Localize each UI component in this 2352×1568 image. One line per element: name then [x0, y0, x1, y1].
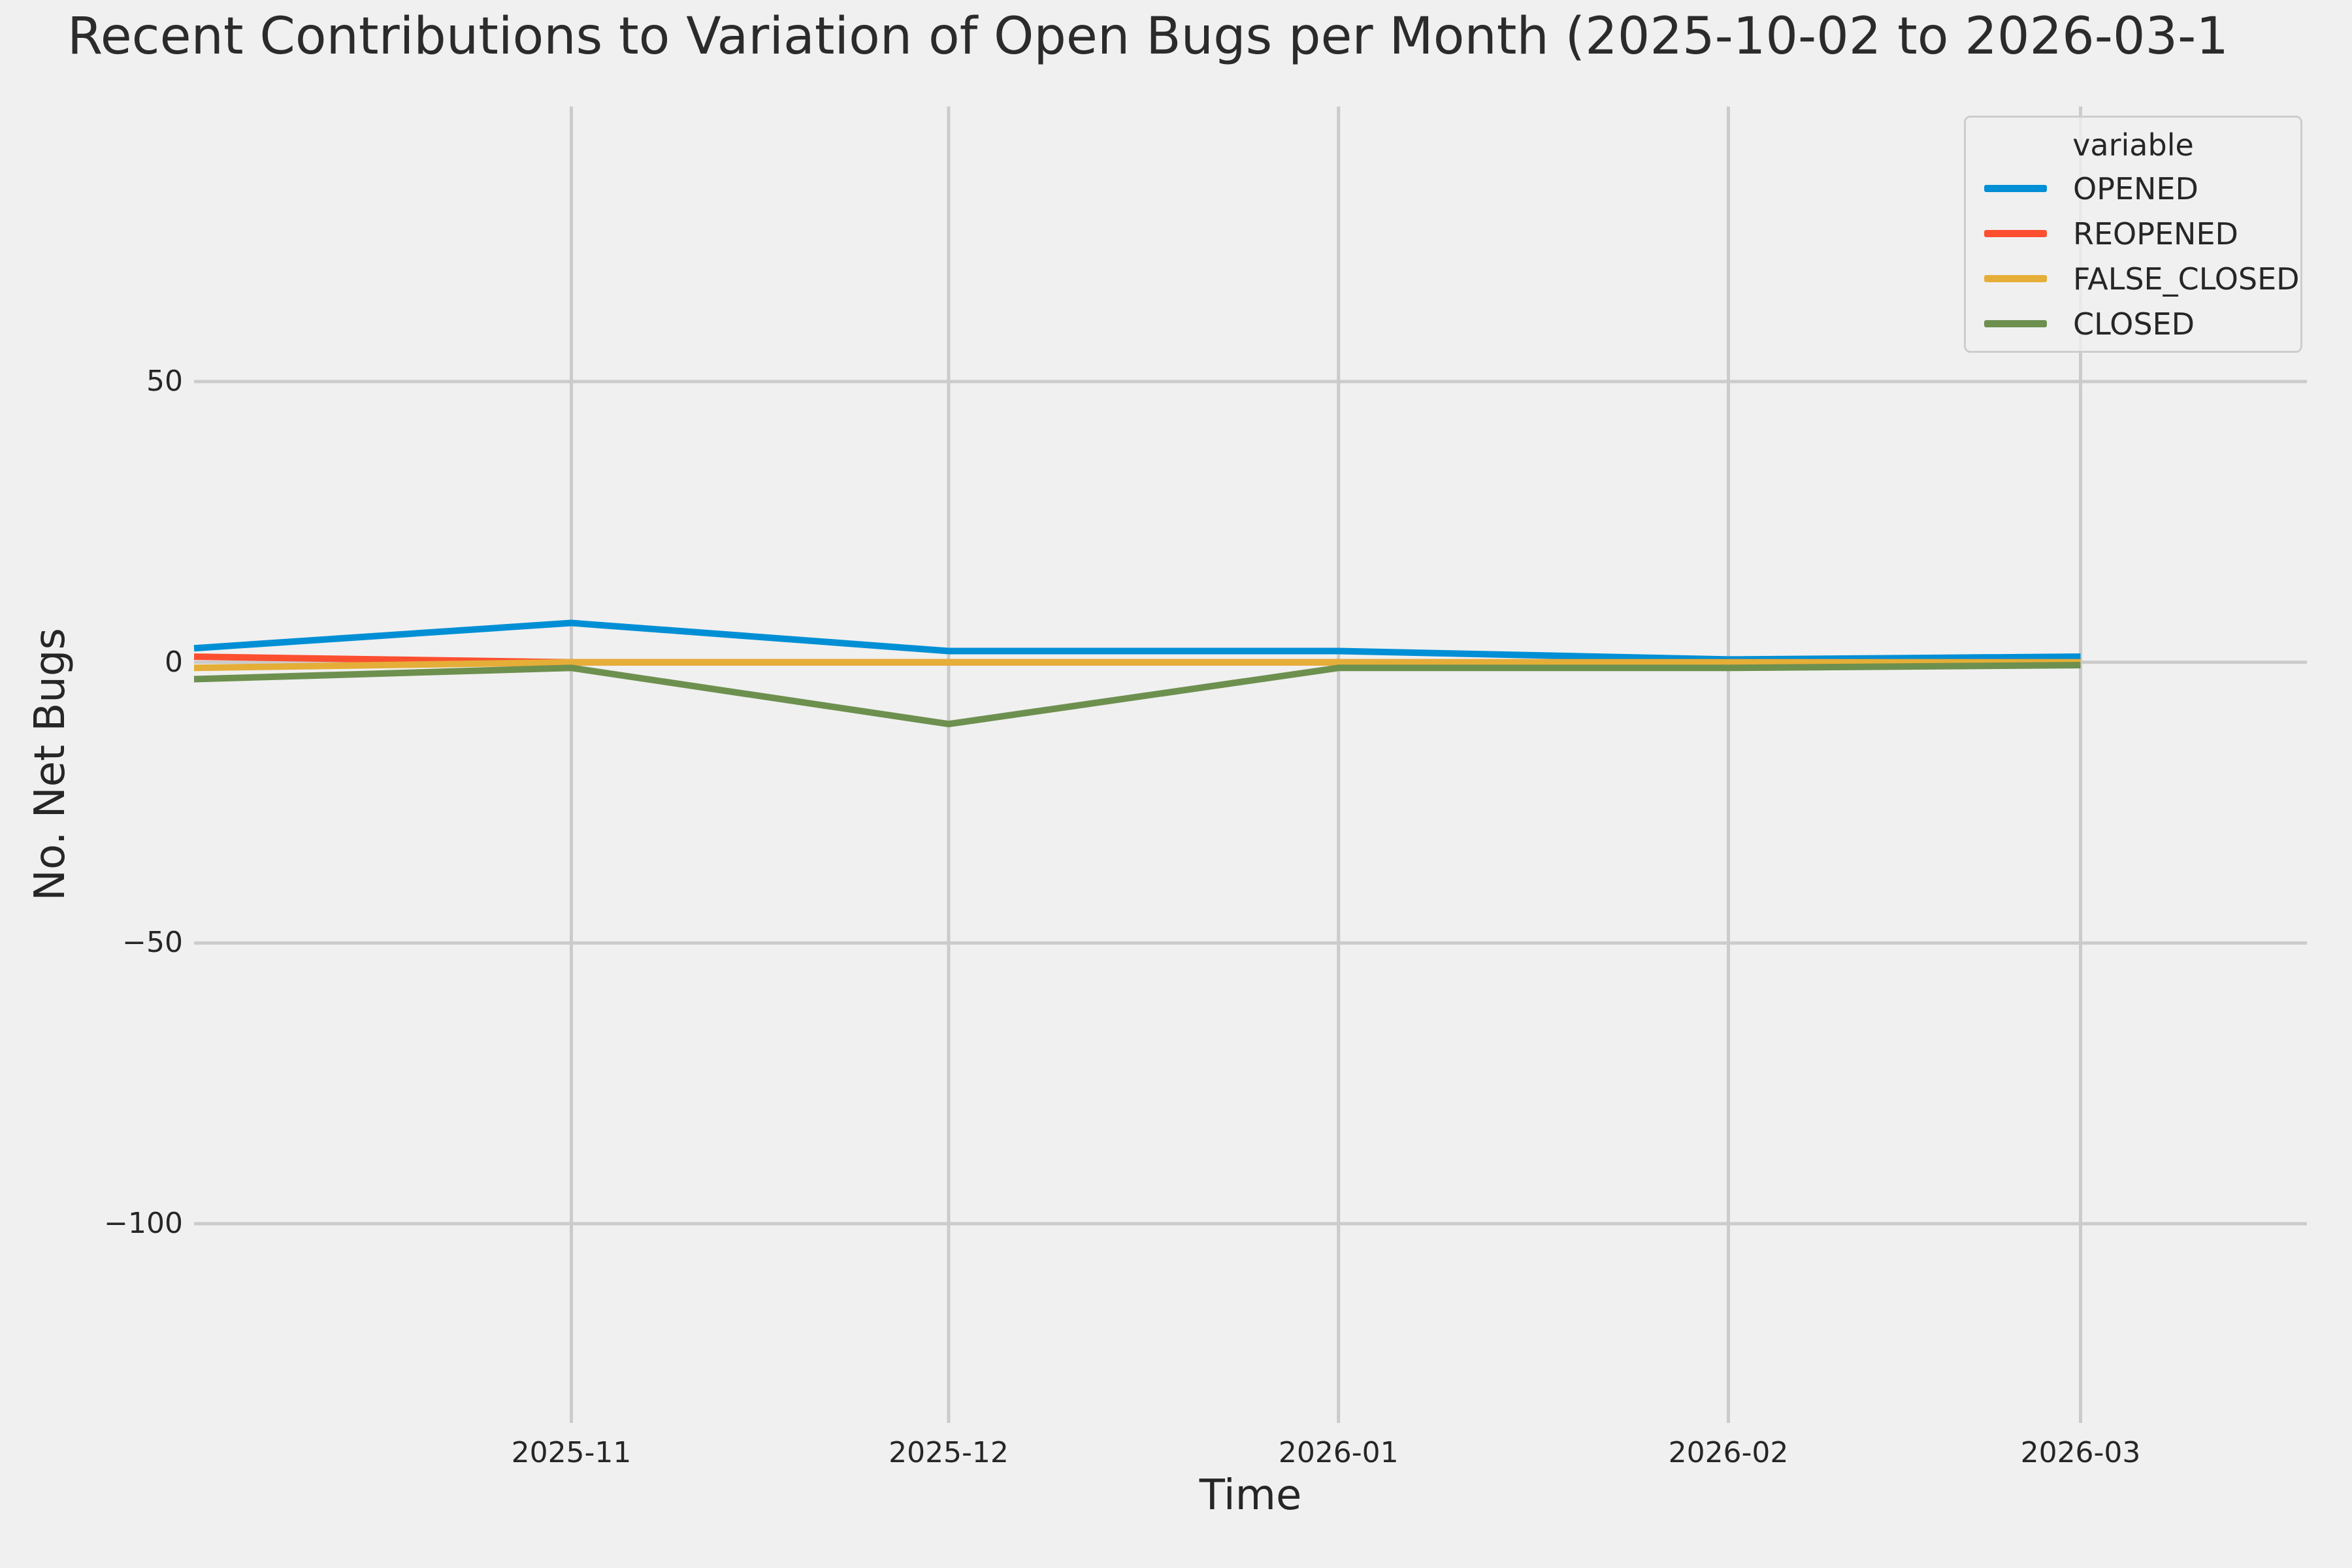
legend-item-label: REOPENED: [2073, 216, 2238, 252]
legend-item-reopened: REOPENED: [1966, 211, 2300, 256]
legend-item-label: FALSE_CLOSED: [2073, 261, 2300, 297]
y-tick-label: 0: [165, 645, 183, 679]
y-tick-label: −50: [122, 926, 183, 960]
legend-title: variable: [2072, 127, 2194, 163]
legend-item-closed: CLOSED: [1966, 301, 2300, 346]
legend-item-false_closed: FALSE_CLOSED: [1966, 256, 2300, 301]
legend: variable OPENED REOPENED FALSE_CLOSED CLOSE…: [1964, 116, 2302, 353]
y-tick-label: 50: [146, 365, 183, 399]
legend-line-swatch: [1984, 275, 2047, 282]
legend-items: OPENED REOPENED FALSE_CLOSED CLOSED: [1966, 166, 2300, 346]
x-tick-label: 2025-12: [889, 1436, 1009, 1469]
legend-item-label: CLOSED: [2073, 306, 2195, 342]
x-tick-label: 2026-01: [1278, 1436, 1399, 1469]
legend-line-swatch: [1984, 320, 2047, 327]
y-tick-label: −100: [104, 1206, 183, 1240]
legend-item-label: OPENED: [2073, 171, 2198, 206]
x-tick-label: 2026-03: [2020, 1436, 2141, 1469]
series-line-false_closed: [193, 659, 2081, 672]
legend-line-swatch: [1984, 185, 2047, 192]
series-line-opened: [193, 619, 2081, 663]
y-axis-label-text: No. Net Bugs: [26, 628, 74, 901]
x-tick-label: 2025-11: [511, 1436, 632, 1469]
series-layer: [193, 619, 2081, 728]
x-axis-label: Time: [1199, 1471, 1302, 1520]
legend-item-opened: OPENED: [1966, 166, 2300, 211]
x-tick-label: 2026-02: [1668, 1436, 1789, 1469]
legend-line-swatch: [1984, 230, 2047, 237]
chart-title: Recent Contributions to Variation of Ope…: [67, 7, 2229, 66]
series-line-closed: [193, 662, 2081, 728]
